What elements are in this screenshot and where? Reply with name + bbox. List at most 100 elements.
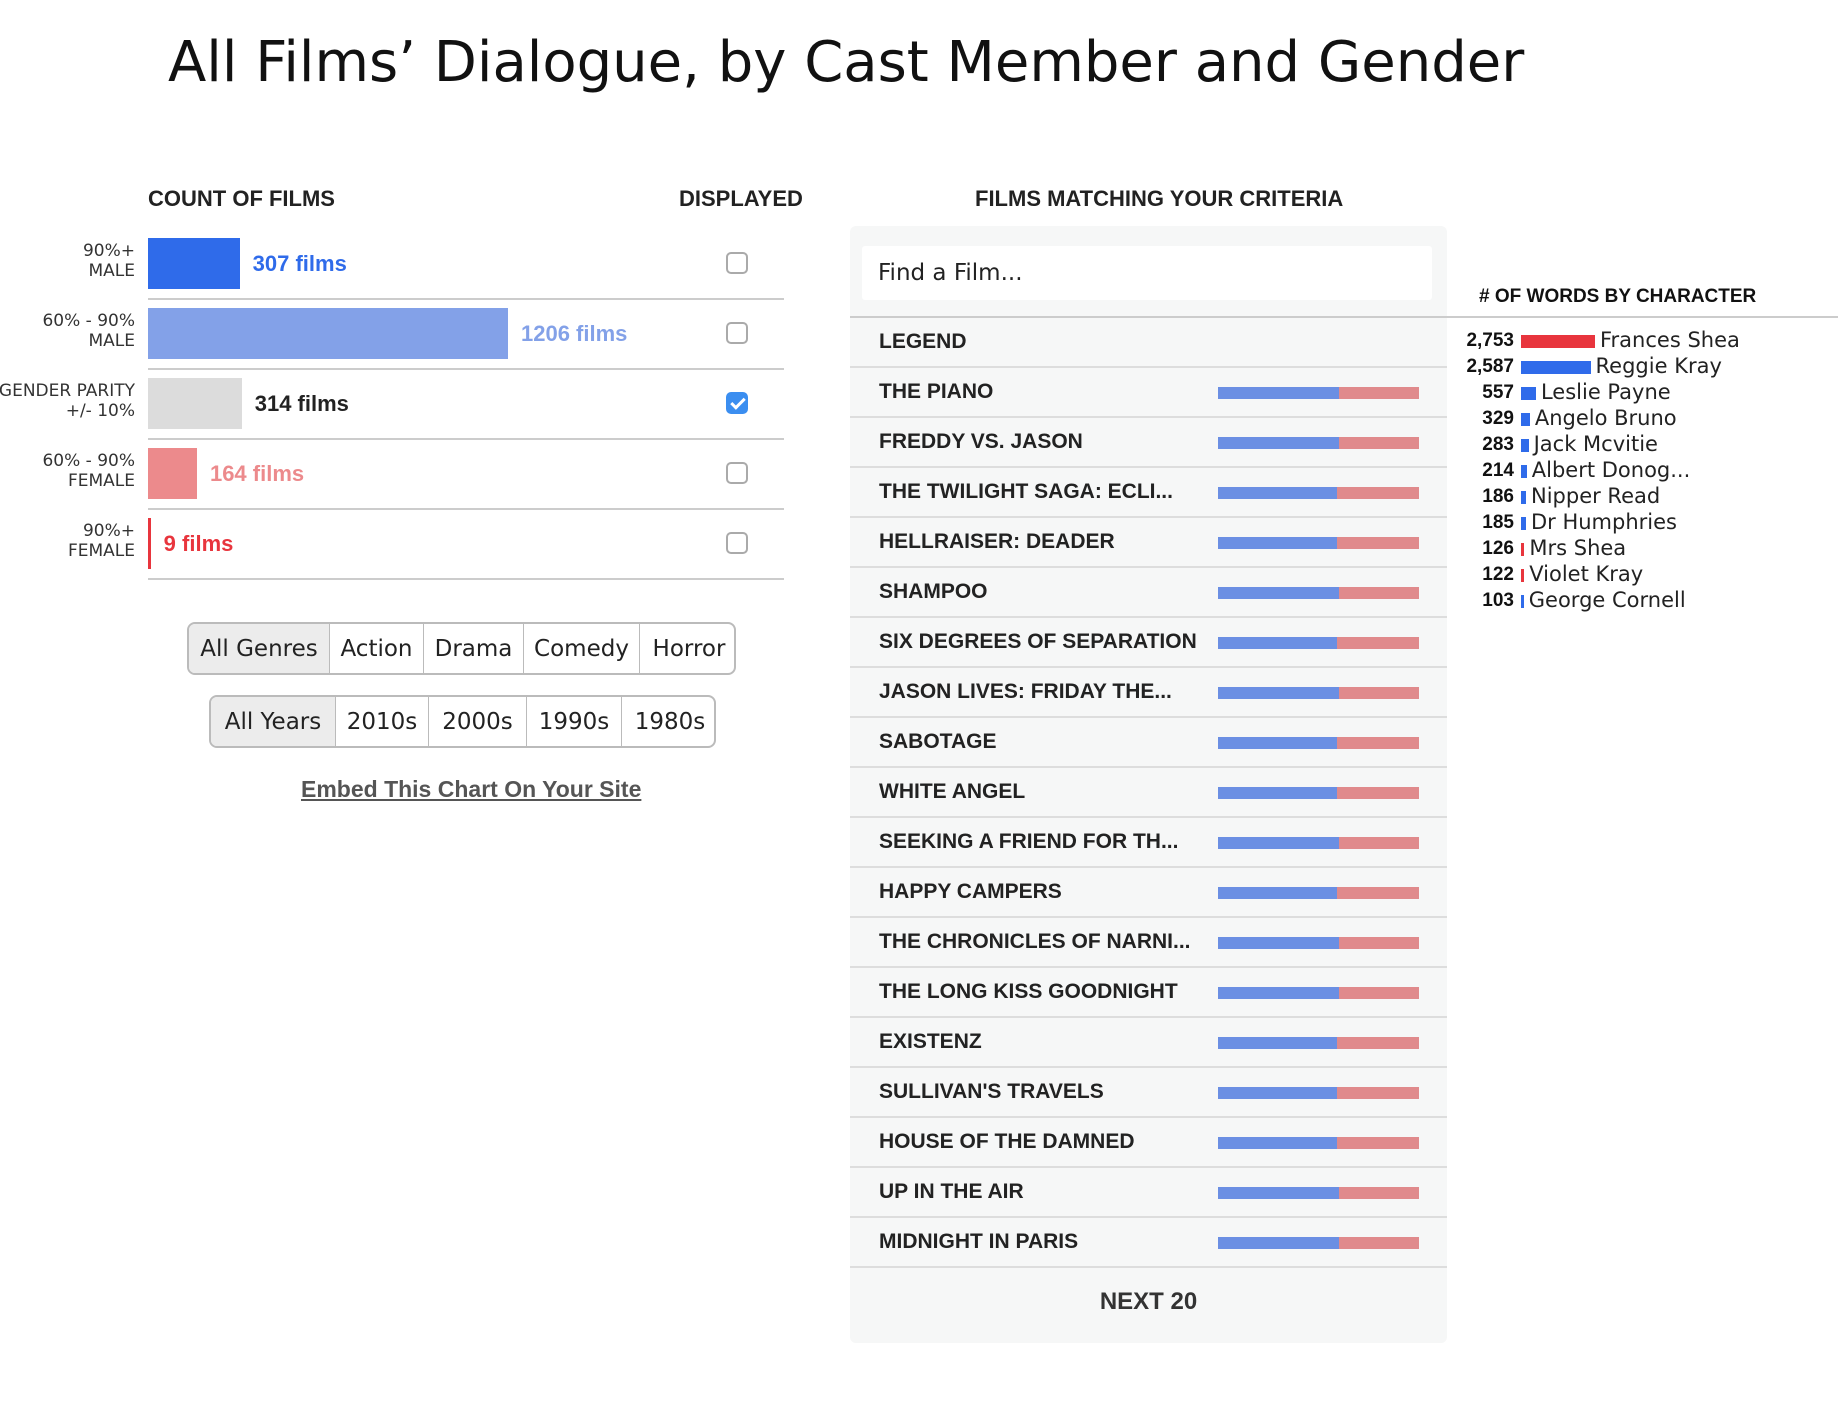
female-share-bar (1338, 387, 1419, 399)
male-share-bar (1218, 887, 1337, 899)
filter-button[interactable]: 1980s (621, 697, 714, 746)
film-name[interactable]: SHAMPOO (879, 580, 988, 603)
female-share-bar (1336, 537, 1419, 549)
male-share-bar (1218, 437, 1339, 449)
female-share-bar (1336, 487, 1419, 499)
character-name: Leslie Payne (1540, 380, 1671, 404)
checkbox[interactable] (726, 462, 748, 484)
character-name: Violet Kray (1529, 562, 1644, 586)
filter-button[interactable]: 2010s (335, 697, 428, 746)
word-bar (1521, 569, 1525, 582)
film-name[interactable]: SABOTAGE (879, 730, 997, 753)
film-name[interactable]: WHITE ANGEL (879, 780, 1026, 803)
film-name[interactable]: FREDDY VS. JASON (879, 430, 1083, 453)
word-bar (1521, 543, 1525, 556)
count-bar (148, 518, 151, 569)
row-divider (148, 298, 784, 300)
filter-button[interactable]: Drama (423, 624, 523, 673)
film-name[interactable]: EXISTENZ (879, 1030, 982, 1053)
row-label: GENDER PARITY (0, 381, 135, 401)
row-divider (850, 916, 1447, 918)
next-button[interactable]: NEXT 20 (1099, 1288, 1198, 1315)
film-name[interactable]: SEEKING A FRIEND FOR TH... (879, 830, 1179, 853)
character-name: Albert Donog... (1531, 458, 1691, 482)
female-share-bar (1338, 587, 1419, 599)
filter-button[interactable]: Action (329, 624, 423, 673)
count-header: COUNT OF FILMS (148, 186, 335, 211)
row-label: MALE (88, 331, 135, 351)
checkbox[interactable] (726, 322, 748, 344)
count-bar (148, 378, 242, 429)
female-share-bar (1338, 437, 1419, 449)
checkbox[interactable] (726, 392, 748, 414)
word-bar (1521, 465, 1527, 478)
film-name[interactable]: SULLIVAN'S TRAVELS (879, 1080, 1104, 1103)
word-bar (1521, 595, 1524, 608)
row-label: 90%+ (82, 521, 135, 541)
row-divider (850, 616, 1447, 618)
search-box[interactable]: Find a Film... (862, 246, 1432, 300)
count-label: 9 films (163, 531, 234, 556)
character-name: Angelo Bruno (1534, 406, 1677, 430)
female-share-bar (1338, 1237, 1419, 1249)
count-bar (148, 448, 197, 499)
film-name[interactable]: UP IN THE AIR (879, 1180, 1024, 1203)
displayed-header: DISPLAYED (679, 186, 803, 211)
film-name[interactable]: HAPPY CAMPERS (879, 880, 1062, 903)
row-divider (850, 1216, 1447, 1218)
checkbox[interactable] (726, 252, 748, 274)
filter-button[interactable]: All Genres (189, 624, 329, 673)
checkbox[interactable] (726, 532, 748, 554)
page-title: All Films’ Dialogue, by Cast Member and … (168, 30, 1525, 95)
legend-row: LEGEND (879, 330, 967, 353)
films-panel (850, 226, 1447, 1343)
film-name[interactable]: THE PIANO (879, 380, 994, 403)
filter-button[interactable]: Horror (639, 624, 734, 673)
film-name[interactable]: HELLRAISER: DEADER (879, 530, 1115, 553)
film-name[interactable]: THE TWILIGHT SAGA: ECLI... (879, 480, 1173, 503)
row-divider (850, 816, 1447, 818)
female-share-bar (1336, 1037, 1419, 1049)
female-share-bar (1336, 787, 1419, 799)
film-name[interactable]: SIX DEGREES OF SEPARATION (879, 630, 1197, 653)
word-count: 186 (1482, 486, 1514, 507)
count-label: 164 films (209, 461, 305, 486)
row-divider (850, 416, 1447, 418)
word-count: 103 (1482, 590, 1514, 611)
row-divider (148, 578, 784, 580)
count-label: 1206 films (521, 321, 628, 346)
row-label: 90%+ (82, 241, 135, 261)
word-count: 214 (1482, 460, 1514, 481)
filter-button[interactable]: 2000s (428, 697, 526, 746)
row-label: +/- 10% (65, 401, 135, 421)
row-divider (148, 368, 784, 370)
row-divider (850, 866, 1447, 868)
male-share-bar (1218, 387, 1339, 399)
embed-link[interactable]: Embed This Chart On Your Site (301, 776, 642, 802)
divider (850, 316, 1838, 318)
filter-button[interactable]: All Years (211, 697, 335, 746)
button-group: All Genres Action Drama Comedy Horror (187, 622, 736, 675)
count-label: 307 films (252, 251, 347, 276)
count-bar (148, 238, 240, 289)
filter-button[interactable]: 1990s (526, 697, 621, 746)
male-share-bar (1218, 1237, 1339, 1249)
row-label: 60% - 90% (42, 311, 135, 331)
row-divider (850, 1116, 1447, 1118)
film-name[interactable]: HOUSE OF THE DAMNED (879, 1130, 1135, 1153)
film-name[interactable]: THE CHRONICLES OF NARNI... (879, 930, 1191, 953)
check-mark (730, 394, 746, 410)
count-label: 314 films (254, 391, 349, 416)
character-name: George Cornell (1528, 588, 1686, 612)
row-divider (850, 966, 1447, 968)
filter-button[interactable]: Comedy (523, 624, 639, 673)
word-count: 185 (1482, 512, 1514, 533)
male-share-bar (1218, 837, 1339, 849)
film-name[interactable]: JASON LIVES: FRIDAY THE... (879, 680, 1172, 703)
button-group: All Years 2010s 2000s 1990s 1980s (209, 695, 716, 748)
row-label: FEMALE (67, 541, 135, 561)
film-name[interactable]: THE LONG KISS GOODNIGHT (879, 980, 1178, 1003)
film-name[interactable]: MIDNIGHT IN PARIS (879, 1230, 1079, 1253)
word-bar (1521, 491, 1526, 504)
male-share-bar (1218, 687, 1339, 699)
